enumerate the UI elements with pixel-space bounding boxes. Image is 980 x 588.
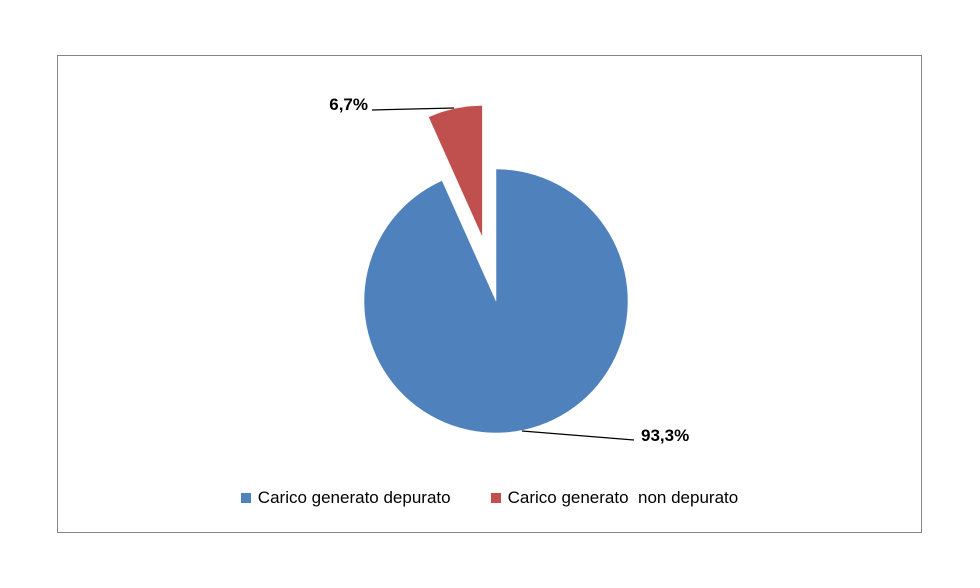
leader-line-non-depurato xyxy=(371,107,455,111)
legend: Carico generato depurato Carico generato… xyxy=(57,488,922,508)
pie-slice-non-depurato xyxy=(428,105,483,238)
pie-slice-depurato xyxy=(363,168,629,434)
data-label-non-depurato: 6,7% xyxy=(329,95,368,114)
legend-swatch-non-depurato xyxy=(490,493,501,503)
legend-swatch-depurato xyxy=(240,493,251,503)
legend-item-depurato: Carico generato depurato xyxy=(240,488,451,508)
legend-label-depurato: Carico generato depurato xyxy=(257,488,451,507)
legend-label-non-depurato: Carico generato non depurato xyxy=(507,488,739,507)
leader-line-depurato xyxy=(521,430,635,441)
data-label-depurato: 93,3% xyxy=(641,426,689,445)
legend-item-non-depurato: Carico generato non depurato xyxy=(490,488,739,508)
